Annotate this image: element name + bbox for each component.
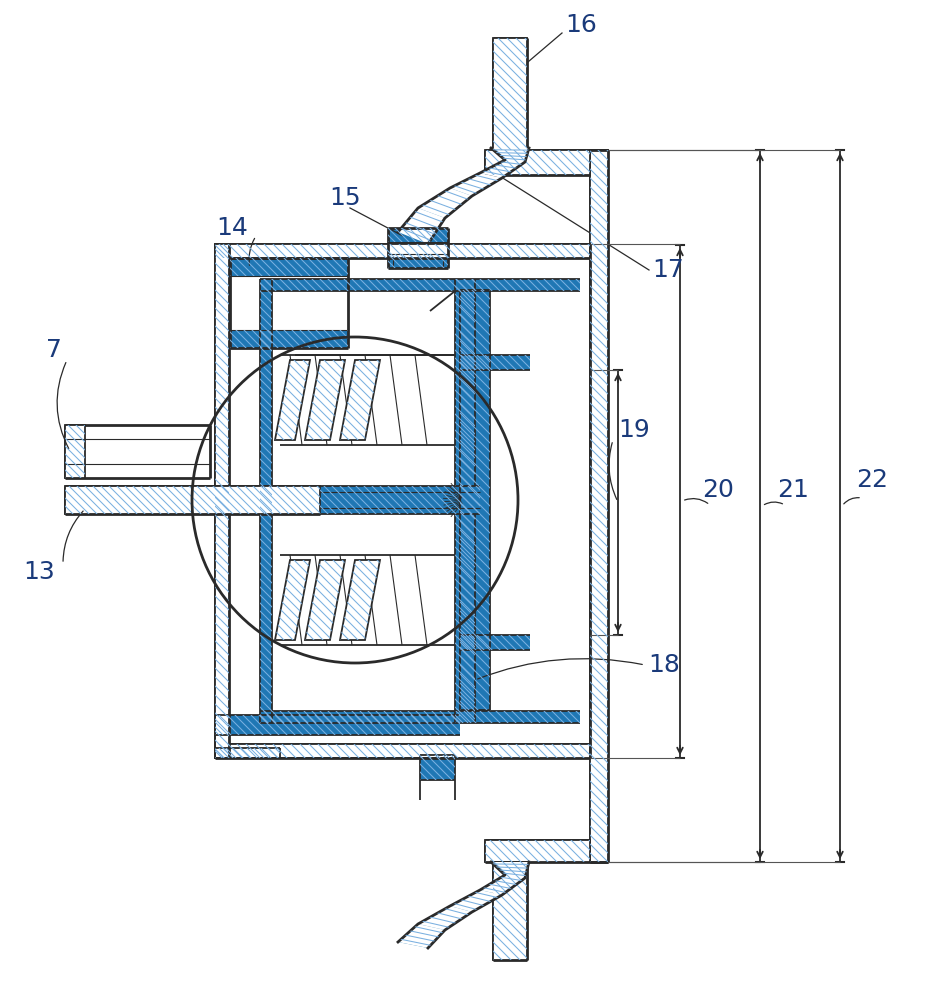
Polygon shape <box>398 208 445 244</box>
Bar <box>230 330 348 348</box>
Text: 15: 15 <box>329 186 361 210</box>
Polygon shape <box>418 906 472 930</box>
Polygon shape <box>450 173 502 196</box>
Bar <box>455 514 475 723</box>
Bar <box>420 755 455 780</box>
Polygon shape <box>275 360 310 440</box>
Bar <box>215 244 590 258</box>
Polygon shape <box>398 924 445 948</box>
Polygon shape <box>275 560 310 640</box>
Text: 21: 21 <box>777 478 809 502</box>
Polygon shape <box>450 890 502 912</box>
Text: 18: 18 <box>648 653 680 677</box>
Polygon shape <box>305 560 345 640</box>
Polygon shape <box>340 560 380 640</box>
Text: 7: 7 <box>46 338 62 362</box>
Bar <box>388 228 448 242</box>
Text: 22: 22 <box>856 468 888 492</box>
Polygon shape <box>450 173 502 196</box>
Polygon shape <box>340 360 380 440</box>
Text: 13: 13 <box>23 560 55 584</box>
Bar <box>215 715 460 735</box>
Bar <box>485 840 590 862</box>
Bar <box>215 244 229 758</box>
Bar <box>320 486 480 514</box>
Polygon shape <box>340 560 380 640</box>
Bar <box>455 279 475 486</box>
Polygon shape <box>275 360 310 440</box>
Bar <box>493 862 527 960</box>
Polygon shape <box>480 875 525 895</box>
Polygon shape <box>418 188 472 218</box>
Polygon shape <box>491 148 529 162</box>
Bar <box>485 840 590 862</box>
Bar <box>215 244 229 758</box>
Polygon shape <box>305 360 345 440</box>
Bar <box>260 711 580 723</box>
Bar <box>460 635 530 650</box>
Text: 17: 17 <box>652 258 684 282</box>
Polygon shape <box>305 560 345 640</box>
Polygon shape <box>480 160 525 178</box>
Polygon shape <box>275 560 310 640</box>
Bar <box>215 744 590 758</box>
Polygon shape <box>398 208 445 244</box>
Bar <box>65 425 85 478</box>
Polygon shape <box>480 875 525 895</box>
Bar <box>215 744 590 758</box>
Polygon shape <box>340 360 380 440</box>
Bar <box>493 862 527 960</box>
Bar <box>65 425 85 478</box>
Polygon shape <box>418 906 472 930</box>
Bar <box>215 244 590 258</box>
Bar <box>260 279 580 291</box>
Polygon shape <box>450 890 502 912</box>
Polygon shape <box>491 148 529 162</box>
Text: 20: 20 <box>702 478 734 502</box>
Text: 16: 16 <box>565 13 597 37</box>
Bar <box>65 486 320 514</box>
Bar <box>485 150 590 175</box>
Bar <box>460 355 530 370</box>
Bar <box>388 254 448 268</box>
Bar <box>260 279 272 723</box>
Bar <box>485 150 590 175</box>
Polygon shape <box>491 862 529 878</box>
Bar <box>590 150 608 862</box>
Bar <box>590 150 608 862</box>
Text: 19: 19 <box>618 418 650 442</box>
Polygon shape <box>480 160 525 178</box>
Bar <box>65 486 320 514</box>
Bar <box>493 38 527 150</box>
Polygon shape <box>305 360 345 440</box>
Bar <box>230 258 348 276</box>
Bar <box>215 748 280 758</box>
Polygon shape <box>418 188 472 218</box>
Bar <box>460 290 490 710</box>
Bar <box>493 38 527 150</box>
Polygon shape <box>491 862 529 878</box>
Polygon shape <box>398 924 445 948</box>
Text: 14: 14 <box>216 216 248 240</box>
